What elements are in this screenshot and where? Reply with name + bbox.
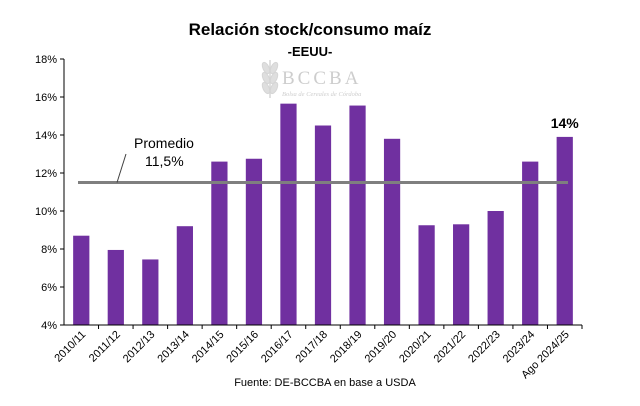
chart-title: Relación stock/consumo maíz: [189, 20, 432, 39]
chart-subtitle: -EEUU-: [288, 44, 333, 59]
y-tick-label: 12%: [35, 168, 57, 180]
x-tick-label: 2012/13: [121, 329, 158, 366]
bar: [280, 103, 297, 326]
average-label-title: Promedio: [134, 135, 194, 151]
average-label-value: 11,5%: [145, 153, 184, 169]
x-tick-label: 2018/19: [328, 329, 365, 366]
bar: [487, 211, 504, 325]
x-tick-label: 2014/15: [190, 329, 227, 366]
watermark-text: BCCBA: [282, 68, 361, 89]
average-callout-leader: [116, 153, 127, 183]
x-tick-label: 2010/11: [52, 329, 88, 365]
bar: [107, 249, 124, 325]
y-tick-label: 4%: [41, 320, 57, 332]
x-axis: 2010/112011/122012/132013/142014/152015/…: [52, 324, 583, 381]
y-tick-label: 18%: [35, 54, 57, 66]
bar: [176, 226, 193, 325]
bar: [73, 235, 90, 325]
y-axis: 4% 6% 8% 10% 12% 14% 16% 18%: [35, 54, 65, 332]
x-tick-label: 2019/20: [363, 329, 400, 366]
y-tick-label: 8%: [41, 244, 57, 256]
bar: [522, 161, 539, 325]
x-tick-label: 2011/12: [87, 329, 123, 365]
x-tick-label: 2015/16: [224, 329, 261, 366]
y-tick-label: 6%: [41, 282, 57, 294]
y-tick-label: 14%: [35, 130, 57, 142]
bar: [211, 161, 228, 325]
bar: [245, 158, 263, 325]
bar: [383, 138, 401, 325]
bar: [314, 125, 332, 325]
wheat-icon: [261, 60, 279, 98]
last-bar-data-label: 14%: [551, 115, 580, 131]
y-tick-label: 10%: [35, 206, 57, 218]
x-tick-label: 2016/17: [259, 329, 296, 366]
x-tick-label: 2022/23: [466, 329, 503, 366]
bars: 14%: [73, 103, 580, 326]
bar: [453, 224, 470, 325]
bar: [418, 225, 435, 325]
watermark-subtext: Bolsa de Cereales de Córdoba: [282, 91, 361, 98]
source-note: Fuente: DE-BCCBA en base a USDA: [234, 377, 416, 389]
x-tick-label: 2020/21: [397, 329, 434, 366]
watermark-logo: BCCBA Bolsa de Cereales de Córdoba: [261, 60, 361, 98]
bar: [556, 136, 573, 325]
x-tick-label: 2021/22: [432, 329, 469, 366]
bar: [349, 105, 366, 325]
y-tick-label: 16%: [35, 92, 57, 104]
average-line-group: Promedio 11,5%: [78, 135, 568, 184]
bar: [142, 259, 159, 325]
x-tick-label: 2017/18: [294, 329, 331, 366]
x-tick-label: 2013/14: [155, 329, 192, 366]
